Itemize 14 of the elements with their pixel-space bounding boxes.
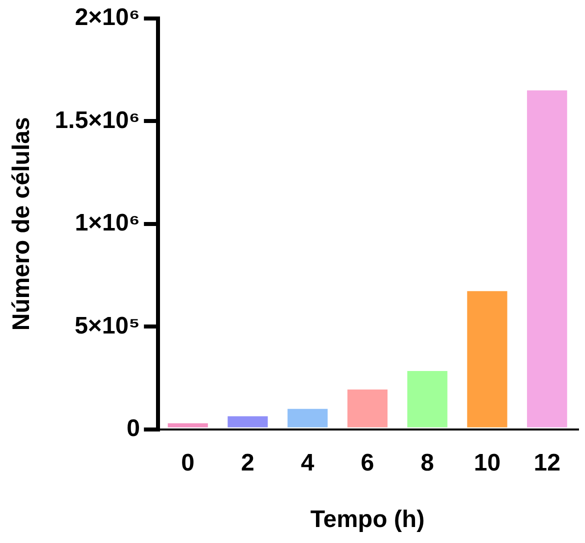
x-tick-label: 2 bbox=[241, 449, 254, 476]
x-axis-title: Tempo (h) bbox=[310, 506, 425, 534]
y-tick-label: 5×10⁵ bbox=[74, 312, 140, 340]
x-tick-label: 6 bbox=[360, 449, 374, 476]
y-tick-label: 1×10⁶ bbox=[74, 210, 140, 237]
y-tick-label: 2×10⁶ bbox=[74, 4, 140, 32]
x-tick-label: 10 bbox=[474, 449, 501, 476]
y-tick-label: 0 bbox=[126, 415, 140, 442]
x-tick-label: 0 bbox=[181, 449, 195, 476]
x-tick-label: 4 bbox=[300, 449, 315, 476]
x-tick-label: 8 bbox=[420, 449, 434, 476]
y-axis-title: Número de células bbox=[8, 117, 36, 331]
x-tick-label: 12 bbox=[534, 449, 560, 476]
y-tick-label: 1.5×10⁶ bbox=[54, 106, 140, 134]
